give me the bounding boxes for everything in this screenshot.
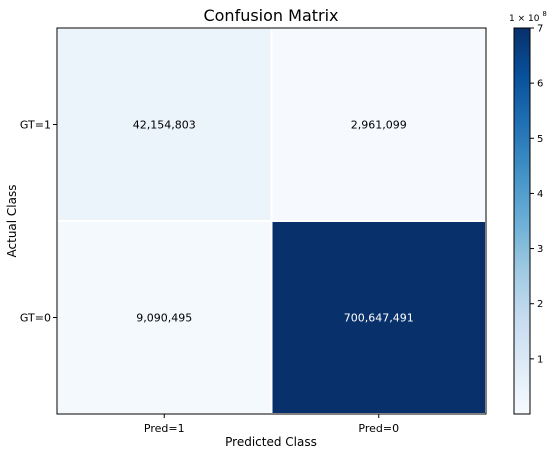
colorbar bbox=[514, 28, 530, 414]
colorbar-tick-label: 2 bbox=[537, 299, 543, 310]
y-axis-label: Actual Class bbox=[5, 185, 19, 258]
cell-value-label: 9,090,495 bbox=[136, 312, 192, 325]
x-tick-label: Pred=0 bbox=[358, 422, 399, 435]
colorbar-tick-label: 5 bbox=[537, 134, 543, 145]
x-tick-label: Pred=1 bbox=[144, 422, 185, 435]
cell-value-label: 2,961,099 bbox=[351, 119, 407, 132]
colorbar-tick-label: 6 bbox=[537, 79, 543, 90]
colorbar-tick-label: 7 bbox=[537, 24, 543, 35]
y-axis-ticks: GT=1 GT=0 bbox=[20, 119, 57, 325]
cell-value-label: 700,647,491 bbox=[344, 312, 414, 325]
colorbar-multiplier: 1 × 10 8 bbox=[509, 10, 547, 24]
heatmap-cells bbox=[57, 28, 486, 414]
y-tick-label: GT=1 bbox=[20, 119, 51, 132]
x-axis-ticks: Pred=1 Pred=0 bbox=[144, 414, 399, 435]
cell-value-label: 42,154,803 bbox=[133, 119, 196, 132]
colorbar-tick-label: 3 bbox=[537, 244, 543, 255]
colorbar-multiplier-base: 1 × 10 bbox=[509, 14, 540, 24]
x-axis-label: Predicted Class bbox=[225, 435, 317, 449]
y-tick-label: GT=0 bbox=[20, 312, 51, 325]
colorbar-tick-label: 4 bbox=[537, 189, 543, 200]
colorbar-multiplier-exponent: 8 bbox=[542, 10, 546, 18]
chart-title: Confusion Matrix bbox=[203, 6, 338, 25]
colorbar-tick-label: 1 bbox=[537, 354, 543, 365]
colorbar-ticks: 1 2 3 4 5 6 7 bbox=[530, 24, 543, 366]
